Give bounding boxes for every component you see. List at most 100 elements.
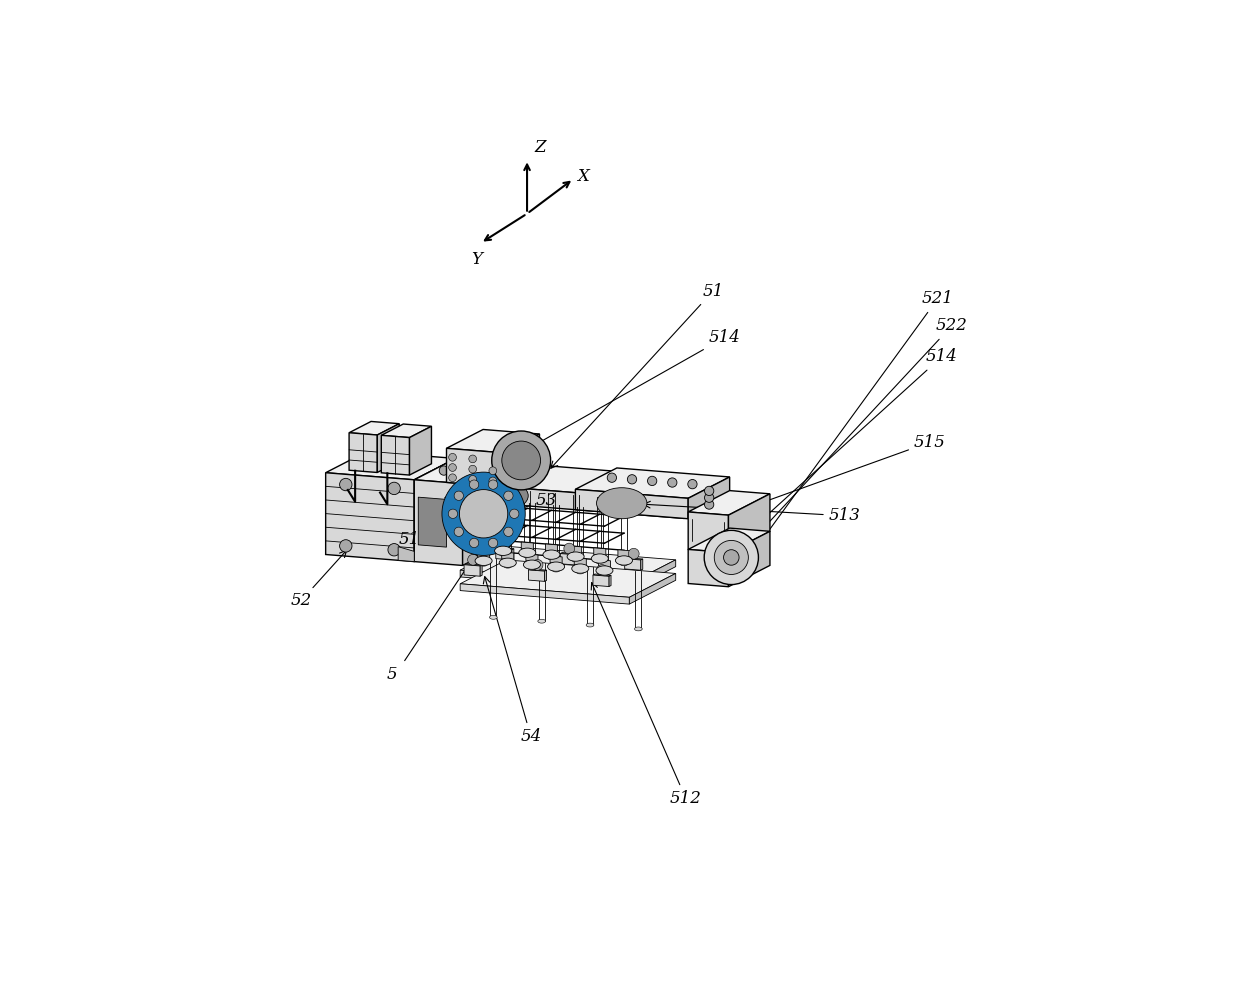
Polygon shape: [684, 480, 725, 518]
Circle shape: [688, 480, 697, 489]
Circle shape: [647, 476, 657, 486]
Ellipse shape: [500, 552, 507, 556]
Ellipse shape: [538, 620, 546, 623]
Polygon shape: [630, 573, 676, 605]
Text: 53: 53: [507, 492, 557, 514]
Text: 52: 52: [290, 550, 346, 610]
Polygon shape: [641, 559, 642, 570]
Ellipse shape: [528, 566, 536, 570]
Polygon shape: [728, 494, 770, 552]
Ellipse shape: [523, 560, 541, 569]
Circle shape: [704, 530, 759, 584]
Circle shape: [388, 482, 401, 495]
Ellipse shape: [500, 558, 516, 567]
Polygon shape: [728, 531, 770, 586]
Circle shape: [492, 431, 551, 490]
Circle shape: [469, 455, 476, 463]
Polygon shape: [350, 422, 399, 435]
Circle shape: [667, 478, 677, 487]
Text: Y: Y: [471, 250, 482, 268]
Ellipse shape: [475, 556, 492, 565]
Ellipse shape: [548, 562, 564, 571]
Circle shape: [489, 467, 497, 475]
Text: 51: 51: [551, 283, 724, 468]
Polygon shape: [544, 570, 547, 581]
Circle shape: [724, 549, 739, 565]
Text: 514: 514: [728, 348, 957, 550]
Polygon shape: [599, 559, 610, 567]
Circle shape: [449, 509, 458, 518]
Circle shape: [608, 473, 616, 482]
Polygon shape: [521, 542, 533, 550]
Circle shape: [489, 477, 497, 485]
Polygon shape: [577, 554, 578, 565]
Polygon shape: [574, 558, 587, 565]
Polygon shape: [503, 434, 539, 487]
Circle shape: [704, 493, 714, 502]
Ellipse shape: [587, 623, 594, 627]
Polygon shape: [502, 552, 513, 560]
Circle shape: [489, 480, 497, 489]
Text: 521: 521: [738, 291, 954, 573]
Ellipse shape: [495, 546, 512, 555]
Polygon shape: [496, 547, 513, 549]
Ellipse shape: [596, 560, 604, 564]
Polygon shape: [446, 430, 539, 453]
Polygon shape: [546, 544, 558, 551]
Circle shape: [340, 478, 352, 491]
Polygon shape: [460, 570, 630, 591]
Polygon shape: [382, 436, 409, 475]
Ellipse shape: [572, 558, 579, 562]
Polygon shape: [618, 549, 630, 557]
Polygon shape: [480, 565, 482, 576]
Polygon shape: [630, 559, 676, 591]
Polygon shape: [464, 564, 480, 576]
Circle shape: [596, 564, 608, 575]
Polygon shape: [350, 433, 377, 473]
Polygon shape: [460, 546, 676, 583]
Circle shape: [502, 441, 541, 480]
Polygon shape: [418, 497, 446, 547]
Ellipse shape: [596, 488, 647, 519]
Circle shape: [714, 540, 749, 574]
Ellipse shape: [503, 564, 512, 568]
Circle shape: [510, 509, 518, 518]
Polygon shape: [609, 575, 611, 586]
Ellipse shape: [490, 616, 497, 620]
Ellipse shape: [572, 564, 589, 573]
Circle shape: [340, 539, 352, 552]
Circle shape: [448, 467, 456, 476]
Ellipse shape: [591, 554, 609, 563]
Circle shape: [629, 548, 639, 559]
Circle shape: [500, 538, 510, 549]
Polygon shape: [575, 489, 688, 519]
Polygon shape: [560, 552, 578, 555]
Text: 511: 511: [399, 495, 451, 547]
Ellipse shape: [620, 562, 627, 565]
Circle shape: [627, 475, 636, 484]
Circle shape: [704, 486, 714, 496]
Circle shape: [454, 527, 464, 536]
Polygon shape: [528, 568, 547, 571]
Polygon shape: [460, 560, 676, 598]
Circle shape: [439, 466, 449, 475]
Text: 514: 514: [506, 329, 740, 461]
Text: Z: Z: [534, 139, 547, 156]
Polygon shape: [688, 491, 770, 515]
Polygon shape: [463, 463, 505, 565]
Ellipse shape: [523, 554, 531, 558]
Ellipse shape: [552, 568, 560, 572]
Circle shape: [455, 467, 465, 477]
Circle shape: [449, 474, 456, 482]
Polygon shape: [593, 574, 611, 576]
Circle shape: [449, 454, 456, 461]
Text: 522: 522: [735, 318, 967, 558]
Circle shape: [704, 500, 714, 509]
Text: 54: 54: [484, 576, 542, 745]
Circle shape: [467, 554, 479, 565]
Circle shape: [388, 543, 401, 556]
Circle shape: [469, 476, 476, 483]
Ellipse shape: [480, 562, 487, 566]
Polygon shape: [593, 575, 609, 586]
Polygon shape: [414, 480, 463, 565]
